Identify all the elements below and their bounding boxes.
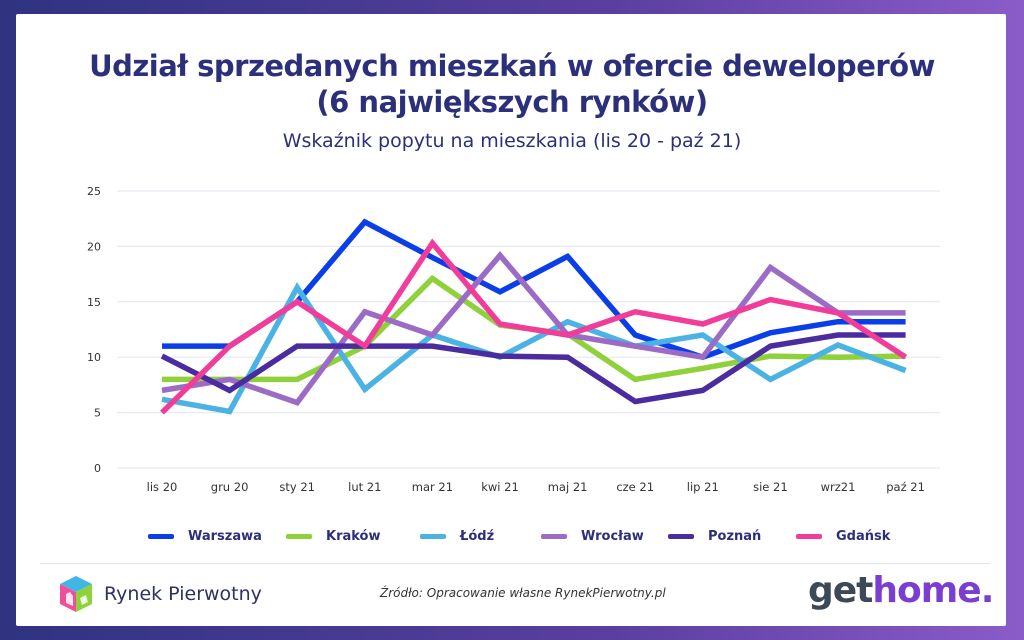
x-tick-label: lut 21 [348, 480, 381, 494]
x-tick-label: paź 21 [886, 480, 925, 494]
rynek-pierwotny-logo: Rynek Pierwotny [56, 574, 262, 614]
legend-label: Gdańsk [836, 528, 891, 544]
gethome-logo-part2: home. [872, 570, 994, 611]
legend-label: Warszawa [188, 528, 262, 544]
x-tick-label: sie 21 [753, 480, 788, 494]
logo-left-text: Rynek Pierwotny [104, 583, 262, 605]
x-tick-label: sty 21 [279, 480, 315, 494]
series-line-Wrocław [161, 251, 906, 406]
chart-title-line1: Udział sprzedanych mieszkań w ofercie de… [89, 49, 935, 83]
y-tick-label: 10 [87, 351, 101, 364]
legend-label: Łódź [460, 528, 495, 544]
x-tick-label: lip 21 [687, 480, 719, 494]
series-line-Poznań [160, 332, 906, 405]
source-note: Źródło: Opracowanie własne RynekPierwotn… [380, 586, 666, 600]
x-tick-label: wrz21 [821, 480, 856, 494]
x-tick-label: maj 21 [548, 480, 588, 494]
legend-item: Łódź [420, 526, 494, 546]
legend-item: Wrocław [541, 526, 644, 546]
cube-logo-icon [60, 576, 92, 612]
y-tick-label: 20 [87, 240, 101, 253]
legend-swatch [420, 533, 446, 539]
legend-item: Poznań [668, 526, 761, 546]
legend-swatch [796, 533, 822, 539]
chart-subtitle: Wskaźnik popytu na mieszkania (lis 20 - … [282, 130, 742, 152]
x-tick-label: gru 20 [211, 480, 249, 494]
chart-title-line2: (6 największych rynków) [316, 85, 708, 119]
y-tick-label: 0 [94, 462, 101, 475]
gethome-logo-part1: get [808, 570, 873, 611]
series-line-Gdańsk [160, 238, 908, 415]
gethome-logo: gethome. [808, 570, 994, 611]
legend-label: Wrocław [581, 528, 644, 544]
legend-swatch [541, 533, 567, 539]
legend-swatch [148, 533, 174, 539]
legend-swatch [286, 533, 312, 539]
legend-label: Poznań [708, 528, 762, 544]
x-tick-label: cze 21 [616, 480, 654, 494]
legend-item: Gdańsk [796, 526, 890, 546]
legend-item: Warszawa [148, 526, 262, 546]
x-tick-label: kwi 21 [481, 480, 519, 494]
footer-divider [40, 563, 990, 564]
y-tick-label: 15 [87, 296, 101, 309]
legend-label: Kraków [326, 528, 381, 544]
x-tick-label: mar 21 [412, 480, 453, 494]
x-tick-label: lis 20 [147, 480, 178, 494]
y-tick-label: 5 [94, 407, 101, 420]
legend-item: Kraków [286, 526, 381, 546]
legend-swatch [668, 533, 694, 539]
y-tick-label: 25 [87, 185, 101, 198]
